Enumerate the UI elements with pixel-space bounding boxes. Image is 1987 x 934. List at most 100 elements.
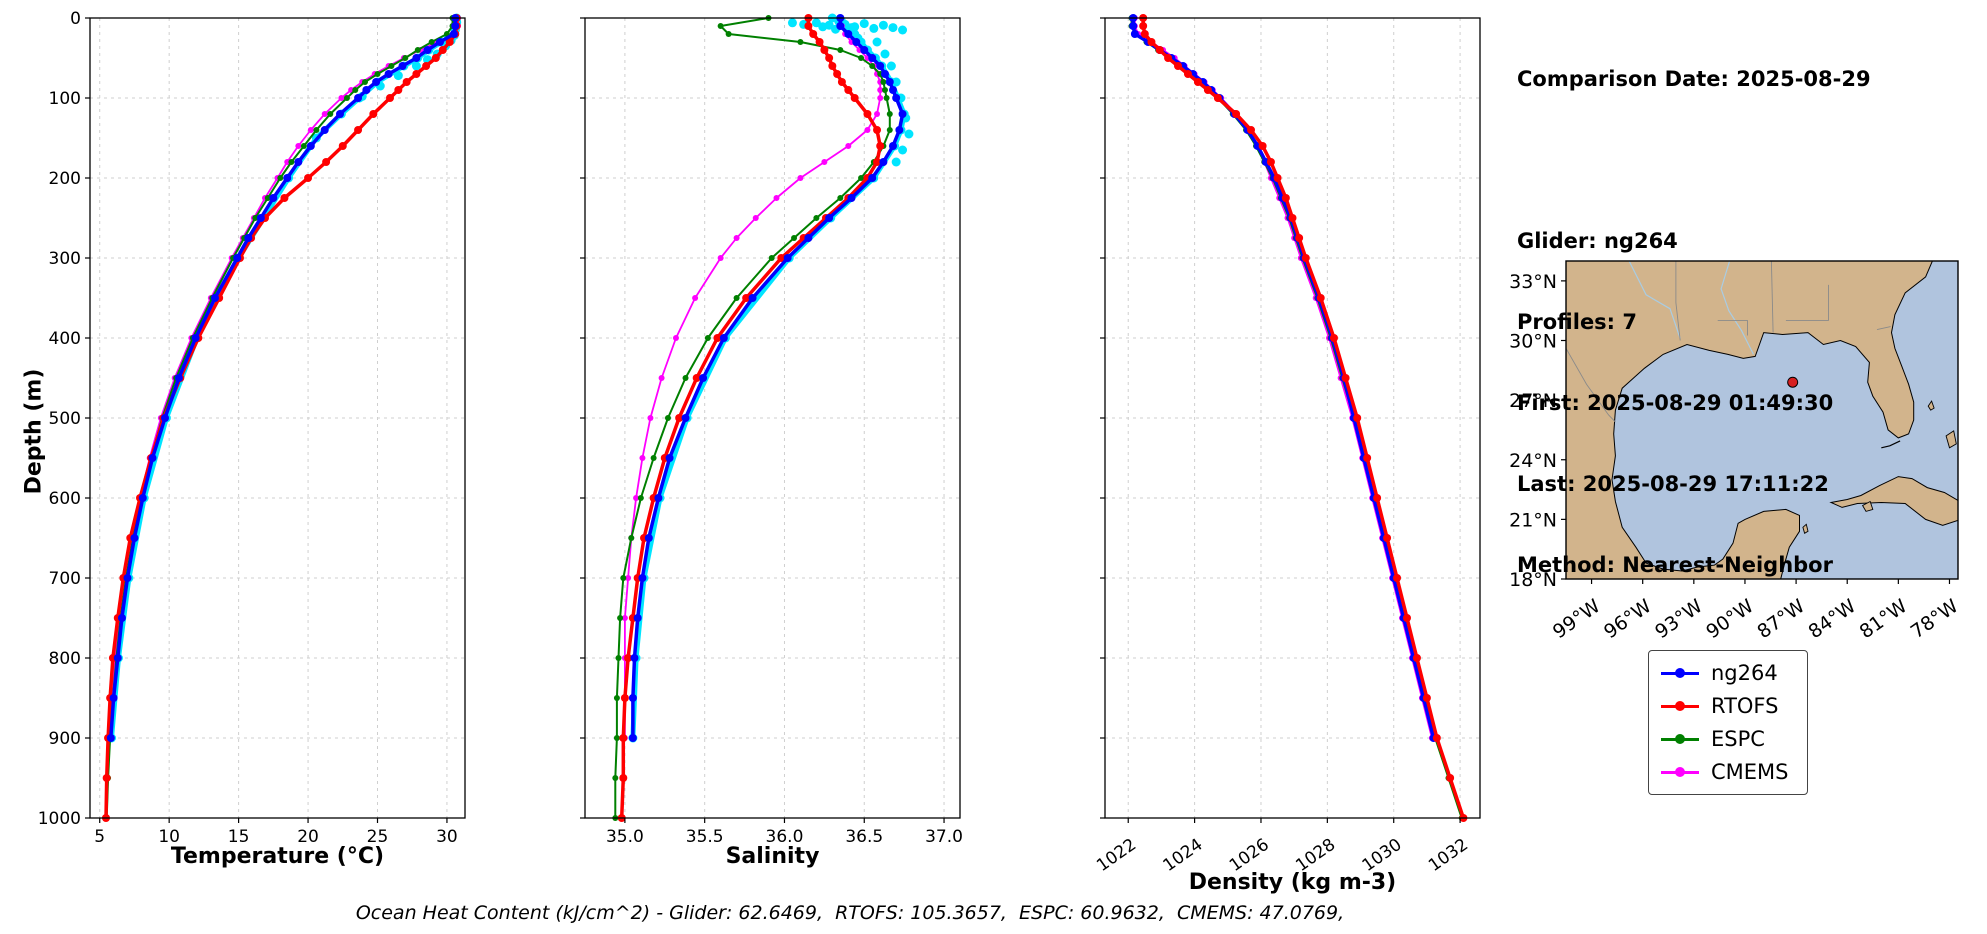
series-ng264-marker: [879, 158, 888, 166]
series-CMEMS-marker: [633, 495, 640, 501]
series-ng264-marker: [885, 78, 894, 86]
series-RTOFS-marker: [820, 46, 829, 54]
svg-text:800: 800: [49, 649, 81, 669]
series-ng264-marker: [148, 454, 157, 462]
comparison-date: Comparison Date: 2025-08-29: [1517, 67, 1871, 91]
density-panel: 1022 1024 1026 1028 1030 1032: [1093, 14, 1481, 876]
series-ng264-marker: [783, 254, 792, 262]
series-ng264-marker: [892, 94, 901, 102]
svg-text:18°N: 18°N: [1509, 569, 1557, 591]
series-ESPC-marker: [612, 775, 619, 781]
series-CMEMS-marker: [338, 95, 345, 101]
series-ESPC-marker: [327, 111, 334, 117]
series-RTOFS-marker: [873, 158, 882, 166]
ocean-heat-content-caption: Ocean Heat Content (kJ/cm^2) - Glider: 6…: [355, 902, 1345, 924]
series-ng264-line: [1131, 18, 1436, 739]
series-RTOFS-line: [1141, 18, 1466, 819]
svg-text:1000: 1000: [38, 809, 81, 829]
svg-text:600: 600: [49, 489, 81, 509]
series-ESPC-marker: [768, 255, 775, 261]
series-RTOFS-marker: [844, 86, 853, 94]
svg-text:25: 25: [367, 827, 389, 847]
series-ng264-profiles-line: [109, 18, 460, 739]
series-RTOFS-marker: [619, 774, 628, 782]
series-ESPC-marker: [277, 175, 284, 181]
series-RTOFS-marker: [804, 22, 813, 30]
glider-name: Glider: ng264: [1517, 229, 1678, 253]
series-CMEMS-marker: [877, 95, 884, 101]
series-ESPC-marker: [858, 175, 865, 181]
series-ng264-marker: [847, 194, 856, 202]
map-mainland: [1566, 261, 1933, 579]
legend-entry-espc: ESPC: [1661, 727, 1789, 751]
y-axis-label: Depth (m): [21, 368, 47, 495]
series-ng264-marker: [306, 142, 315, 150]
series-ng264-marker: [283, 174, 292, 182]
series-ng264-marker: [888, 86, 897, 94]
series-RTOFS-marker: [863, 110, 872, 118]
series-RTOFS-marker: [777, 254, 786, 262]
series-ng264-marker: [398, 62, 407, 70]
series-ESPC-marker: [682, 375, 689, 381]
series-ng264-marker: [628, 694, 637, 702]
series-RTOFS-marker: [1155, 46, 1164, 54]
series-RTOFS-marker: [354, 126, 363, 134]
x-axis-label-salinity: Salinity: [725, 844, 820, 869]
series-CMEMS-marker: [284, 159, 291, 165]
svg-text:100: 100: [49, 89, 81, 109]
series-ng264-marker: [633, 614, 642, 622]
series-ng264-marker: [354, 94, 363, 102]
series-ESPC-marker: [886, 127, 893, 133]
legend-swatch-cmems: [1661, 766, 1699, 778]
last-profile-time: Last: 2025-08-29 17:11:22: [1517, 472, 1829, 496]
series-ng264-marker: [719, 334, 728, 342]
series-ng264-marker: [748, 294, 757, 302]
series-CMEMS-line: [1134, 18, 1433, 739]
series-ESPC-marker: [628, 535, 635, 541]
map-island: [1802, 523, 1809, 534]
series-RTOFS-marker: [873, 126, 882, 134]
svg-text:27°N: 27°N: [1509, 390, 1557, 412]
map-frame: [1565, 260, 1959, 580]
svg-text:0: 0: [70, 9, 81, 29]
series-ESPC-marker: [664, 415, 671, 421]
series-ESPC-marker: [858, 55, 865, 61]
series-ng264-marker: [1130, 30, 1139, 38]
series-RTOFS-marker: [1383, 534, 1392, 542]
series-RTOFS-line: [619, 18, 882, 819]
series-ESPC-line: [614, 17, 891, 818]
series-RTOFS-marker: [876, 142, 885, 150]
series-RTOFS-marker: [619, 734, 628, 742]
profiles-count: Profiles: 7: [1517, 310, 1638, 334]
series-CMEMS-line: [107, 18, 459, 739]
series-ng264-marker: [860, 46, 869, 54]
map-state-border: [1717, 320, 1748, 336]
series-ng264-marker: [868, 174, 877, 182]
x-axis-label-density: Density (kg m-3): [1188, 870, 1397, 895]
series-RTOFS-marker: [438, 46, 447, 54]
series-ng264-marker: [665, 454, 674, 462]
series-ESPC-marker: [704, 335, 711, 341]
series-RTOFS-marker: [1432, 734, 1441, 742]
svg-text:33°N: 33°N: [1509, 271, 1557, 293]
series-ESPC-marker: [617, 615, 624, 621]
series-RTOFS-marker: [402, 78, 411, 86]
series-RTOFS-marker: [825, 54, 834, 62]
glider-raw-points: [859, 19, 869, 29]
series-RTOFS-marker: [675, 414, 684, 422]
glider-raw-points: [880, 49, 890, 59]
series-RTOFS-marker: [1203, 86, 1212, 94]
glider-raw-points: [891, 157, 901, 167]
series-RTOFS-marker: [1266, 158, 1275, 166]
series-CMEMS-marker: [752, 215, 759, 221]
series-RTOFS-marker: [1402, 614, 1411, 622]
series-ng264-marker: [852, 38, 861, 46]
series-ng264-marker: [895, 126, 904, 134]
series-ng264-marker: [130, 534, 139, 542]
series-CMEMS-marker: [845, 143, 852, 149]
glider-location-marker: [1787, 376, 1799, 388]
series-ESPC-marker: [402, 55, 409, 61]
series-ESPC-marker: [837, 195, 844, 201]
series-ESPC-marker: [252, 215, 259, 221]
series-ng264-marker: [451, 22, 460, 30]
